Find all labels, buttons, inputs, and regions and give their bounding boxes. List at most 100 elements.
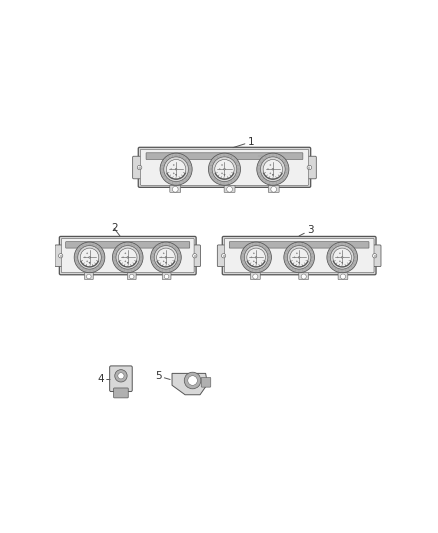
- Circle shape: [130, 274, 134, 279]
- FancyBboxPatch shape: [338, 272, 348, 279]
- FancyBboxPatch shape: [368, 245, 381, 266]
- Circle shape: [337, 257, 338, 258]
- Circle shape: [116, 246, 139, 269]
- FancyBboxPatch shape: [224, 185, 235, 192]
- Circle shape: [222, 164, 223, 166]
- Circle shape: [123, 257, 124, 258]
- Circle shape: [80, 248, 99, 266]
- FancyBboxPatch shape: [61, 238, 194, 273]
- Circle shape: [125, 261, 126, 262]
- Circle shape: [165, 256, 167, 258]
- Polygon shape: [127, 262, 128, 264]
- Circle shape: [118, 373, 124, 379]
- Circle shape: [327, 242, 357, 273]
- Circle shape: [163, 253, 164, 254]
- FancyBboxPatch shape: [138, 147, 311, 188]
- FancyBboxPatch shape: [146, 153, 303, 159]
- FancyBboxPatch shape: [189, 245, 201, 266]
- Circle shape: [263, 159, 283, 179]
- Circle shape: [227, 187, 233, 192]
- Circle shape: [87, 274, 91, 279]
- Text: 3: 3: [299, 225, 314, 236]
- FancyBboxPatch shape: [170, 185, 181, 192]
- Circle shape: [173, 173, 174, 174]
- FancyBboxPatch shape: [162, 272, 171, 279]
- Circle shape: [373, 254, 377, 258]
- Text: 1: 1: [233, 137, 254, 148]
- FancyBboxPatch shape: [230, 241, 369, 248]
- Circle shape: [127, 256, 129, 258]
- Circle shape: [164, 157, 188, 182]
- Circle shape: [188, 376, 197, 385]
- Circle shape: [118, 248, 137, 266]
- Circle shape: [333, 248, 351, 266]
- Circle shape: [171, 168, 172, 170]
- Text: 4: 4: [97, 375, 110, 384]
- Polygon shape: [89, 262, 90, 264]
- Circle shape: [208, 153, 240, 185]
- FancyBboxPatch shape: [217, 245, 230, 266]
- FancyBboxPatch shape: [85, 272, 93, 279]
- Circle shape: [212, 157, 237, 182]
- Circle shape: [157, 248, 175, 266]
- Circle shape: [166, 159, 186, 179]
- FancyBboxPatch shape: [127, 272, 136, 279]
- Circle shape: [253, 261, 254, 262]
- Circle shape: [341, 256, 343, 258]
- FancyBboxPatch shape: [133, 156, 147, 179]
- Circle shape: [253, 253, 254, 254]
- Circle shape: [284, 242, 314, 273]
- Circle shape: [163, 261, 164, 262]
- Circle shape: [257, 153, 289, 185]
- Circle shape: [307, 165, 311, 169]
- Circle shape: [160, 153, 192, 185]
- Circle shape: [301, 274, 306, 279]
- Circle shape: [222, 254, 226, 258]
- Circle shape: [219, 168, 220, 170]
- Circle shape: [255, 256, 257, 258]
- Circle shape: [272, 168, 274, 170]
- Circle shape: [296, 261, 297, 262]
- FancyBboxPatch shape: [59, 237, 196, 275]
- Circle shape: [339, 253, 340, 254]
- Circle shape: [296, 253, 297, 254]
- Circle shape: [193, 254, 197, 258]
- Polygon shape: [224, 174, 225, 176]
- Circle shape: [175, 168, 177, 170]
- FancyBboxPatch shape: [268, 185, 279, 192]
- Circle shape: [222, 173, 223, 174]
- Circle shape: [59, 254, 63, 258]
- Polygon shape: [255, 262, 257, 264]
- Circle shape: [340, 274, 346, 279]
- Circle shape: [287, 246, 311, 269]
- Circle shape: [161, 257, 162, 258]
- Circle shape: [164, 274, 169, 279]
- Circle shape: [253, 274, 258, 279]
- Polygon shape: [165, 262, 166, 264]
- Circle shape: [138, 165, 142, 169]
- FancyBboxPatch shape: [140, 149, 309, 185]
- Circle shape: [151, 242, 181, 273]
- Polygon shape: [272, 174, 274, 176]
- Polygon shape: [172, 374, 208, 395]
- Circle shape: [290, 248, 308, 266]
- FancyBboxPatch shape: [224, 238, 374, 273]
- Circle shape: [270, 173, 271, 174]
- Circle shape: [247, 248, 265, 266]
- Text: 5: 5: [155, 371, 170, 381]
- Circle shape: [173, 187, 178, 192]
- Circle shape: [74, 242, 105, 273]
- Circle shape: [113, 242, 143, 273]
- Circle shape: [215, 159, 234, 179]
- FancyBboxPatch shape: [299, 272, 308, 279]
- FancyBboxPatch shape: [113, 388, 128, 398]
- Circle shape: [251, 257, 252, 258]
- Circle shape: [173, 164, 174, 166]
- Circle shape: [88, 256, 90, 258]
- Circle shape: [270, 164, 271, 166]
- Circle shape: [271, 187, 276, 192]
- Circle shape: [154, 246, 178, 269]
- Circle shape: [241, 242, 272, 273]
- Circle shape: [78, 246, 101, 269]
- FancyBboxPatch shape: [222, 237, 376, 275]
